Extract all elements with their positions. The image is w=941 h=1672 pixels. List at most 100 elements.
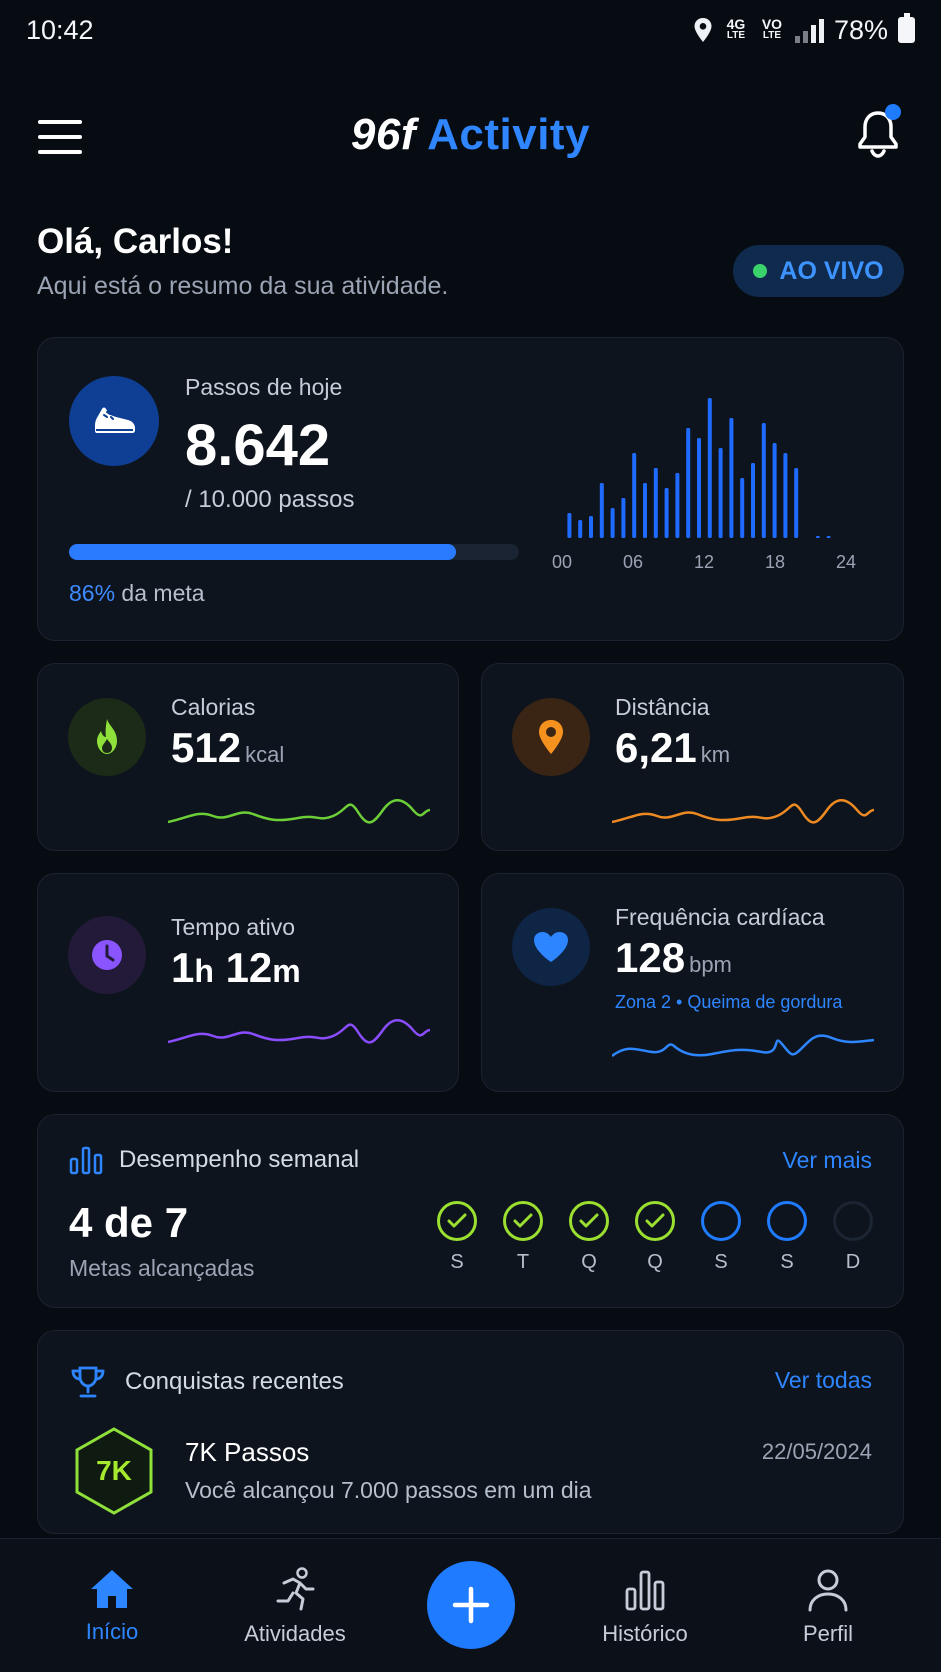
hourly-bar bbox=[707, 398, 712, 538]
hourly-bar bbox=[599, 483, 604, 538]
nav-home[interactable]: Início bbox=[37, 1567, 187, 1645]
weekly-header: Desempenho semanal bbox=[69, 1145, 359, 1175]
active-time-card[interactable]: Tempo ativo 1h 12m bbox=[37, 873, 459, 1092]
nav-profile[interactable]: Perfil bbox=[753, 1567, 903, 1647]
nav-activities-label: Atividades bbox=[244, 1621, 346, 1646]
weekday-label: S bbox=[780, 1251, 794, 1273]
greeting: Olá, Carlos! Aqui está o resumo da sua a… bbox=[37, 222, 448, 301]
distance-unit: km bbox=[700, 742, 731, 767]
chart-tick-label: 00 bbox=[552, 552, 572, 572]
nav-activities[interactable]: Atividades bbox=[220, 1567, 370, 1647]
weekday-label: Q bbox=[581, 1251, 597, 1273]
see-more-link[interactable]: Ver mais bbox=[782, 1147, 872, 1173]
battery-percent: 78% bbox=[833, 14, 888, 45]
calories-sparkline bbox=[168, 799, 430, 824]
empty-circle-icon bbox=[701, 1201, 741, 1241]
hourly-bar bbox=[589, 516, 593, 538]
weekday-2: Q bbox=[569, 1201, 609, 1274]
weekly-performance-card[interactable]: Desempenho semanal Ver mais 4 de 7 Metas… bbox=[37, 1114, 904, 1308]
hourly-bar bbox=[653, 468, 658, 538]
hourly-bar bbox=[664, 488, 669, 538]
active-hours-unit: h bbox=[194, 953, 214, 989]
bar-chart-icon bbox=[69, 1146, 103, 1175]
menu-icon[interactable] bbox=[38, 120, 82, 154]
live-badge[interactable]: AO VIVO bbox=[733, 245, 904, 297]
distance-card[interactable]: Distância 6,21 km bbox=[481, 663, 904, 851]
steps-goal-percent: 86% da meta bbox=[69, 580, 205, 607]
heart-rate-value-row: 128 bpm bbox=[615, 934, 732, 982]
nav-history[interactable]: Histórico bbox=[570, 1567, 720, 1647]
hourly-steps-chart: 00 06 12 18 24 bbox=[552, 398, 856, 572]
network-lte-icon: VO LTE bbox=[761, 16, 783, 41]
hourly-bar bbox=[610, 508, 615, 538]
hourly-bar bbox=[632, 453, 637, 538]
nav-profile-label: Perfil bbox=[802, 1621, 854, 1646]
plus-icon bbox=[452, 1586, 490, 1624]
running-person-icon bbox=[276, 1567, 315, 1611]
distance-icon-circle bbox=[512, 698, 590, 776]
achievements-card[interactable]: Conquistas recentes Ver todas 7K 7K Pass… bbox=[37, 1330, 904, 1534]
badge-text: 7K bbox=[96, 1455, 132, 1486]
weekday-label: T bbox=[516, 1251, 530, 1273]
achievements-title: Conquistas recentes bbox=[125, 1368, 344, 1395]
achievement-title: 7K Passos bbox=[185, 1437, 310, 1467]
distance-label: Distância bbox=[615, 694, 710, 720]
heart-rate-card[interactable]: Frequência cardíaca 128 bpm Zona 2 • Quei… bbox=[481, 873, 904, 1092]
history-chart-icon bbox=[625, 1570, 665, 1611]
calories-icon-circle bbox=[68, 698, 146, 776]
hourly-bar bbox=[815, 536, 820, 538]
check-circle-icon bbox=[635, 1201, 675, 1241]
location-pin-icon bbox=[539, 720, 563, 754]
steps-progress-fill bbox=[69, 544, 456, 560]
weekday-5: S bbox=[767, 1201, 807, 1274]
check-circle-icon bbox=[437, 1201, 477, 1241]
see-all-link[interactable]: Ver todas bbox=[774, 1367, 872, 1393]
achievement-hexagon-badge: 7K bbox=[75, 1427, 153, 1515]
live-dot-icon bbox=[753, 264, 768, 278]
active-minutes: 12 bbox=[225, 944, 273, 991]
active-hours: 1 bbox=[171, 944, 195, 991]
active-time-label: Tempo ativo bbox=[171, 914, 296, 940]
check-circle-icon bbox=[503, 1201, 543, 1241]
weekly-count: 4 de 7 bbox=[69, 1199, 189, 1246]
clock-icon bbox=[92, 940, 122, 970]
weekday-0: S bbox=[437, 1201, 477, 1274]
steps-card[interactable]: Passos de hoje 8.642 / 10.000 passos 86%… bbox=[37, 337, 904, 641]
distance-sparkline bbox=[612, 799, 874, 824]
calories-card[interactable]: Calorias 512 kcal bbox=[37, 663, 459, 851]
app-title: 96f Activity bbox=[0, 110, 941, 160]
active-minutes-unit: m bbox=[272, 953, 301, 989]
empty-circle-icon bbox=[833, 1201, 873, 1241]
heart-icon bbox=[534, 932, 568, 962]
hourly-bar bbox=[761, 423, 766, 538]
empty-circle-icon bbox=[767, 1201, 807, 1241]
hourly-bar bbox=[772, 443, 777, 538]
status-bar: 10:42 4G LTE VO LTE 78% bbox=[0, 0, 941, 60]
hourly-bar bbox=[567, 513, 572, 538]
weekday-label: S bbox=[714, 1251, 728, 1273]
hourly-bar bbox=[686, 428, 691, 538]
app-title-word: Activity bbox=[427, 110, 591, 159]
hourly-bar bbox=[783, 453, 788, 538]
weekday-6: D bbox=[833, 1201, 873, 1274]
hourly-bar bbox=[675, 473, 680, 538]
chart-tick-label: 12 bbox=[694, 552, 714, 572]
active-time-icon-circle bbox=[68, 916, 146, 994]
weekly-title: Desempenho semanal bbox=[119, 1146, 360, 1173]
signal-icon bbox=[794, 17, 824, 43]
network-4g-icon: 4G LTE bbox=[726, 16, 746, 41]
hourly-bar bbox=[729, 418, 734, 538]
weekday-3: Q bbox=[635, 1201, 675, 1274]
hourly-bar bbox=[643, 483, 647, 538]
add-activity-button[interactable] bbox=[427, 1561, 515, 1649]
steps-goal: / 10.000 passos bbox=[185, 486, 355, 513]
heart-rate-value: 128 bbox=[615, 934, 686, 981]
heart-rate-sparkline bbox=[612, 1034, 874, 1057]
achievement-date: 22/05/2024 bbox=[761, 1439, 872, 1464]
weekday-1: T bbox=[503, 1201, 543, 1274]
app-header: 96f Activity bbox=[0, 98, 941, 176]
calories-value-row: 512 kcal bbox=[171, 724, 284, 772]
hourly-bar bbox=[718, 448, 723, 538]
hourly-bar bbox=[794, 468, 799, 538]
heart-rate-label: Frequência cardíaca bbox=[615, 904, 825, 930]
